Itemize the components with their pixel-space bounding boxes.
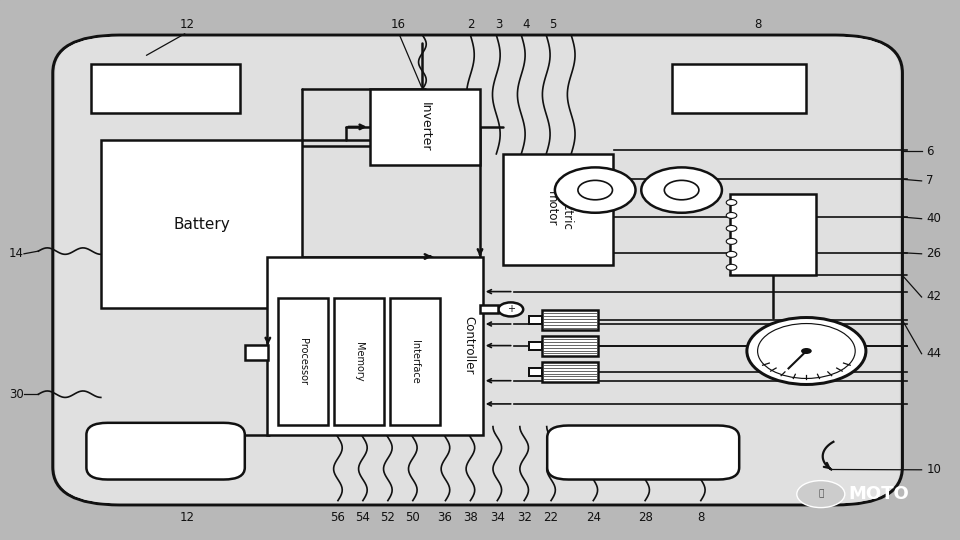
Text: 50: 50: [405, 511, 420, 524]
Text: Interface: Interface: [410, 340, 420, 383]
Text: Electric
motor: Electric motor: [544, 187, 573, 231]
Text: 14: 14: [9, 247, 24, 260]
FancyBboxPatch shape: [672, 64, 806, 113]
Text: 2: 2: [467, 18, 474, 31]
FancyBboxPatch shape: [101, 140, 302, 308]
Text: Inverter: Inverter: [419, 102, 431, 152]
Text: Battery: Battery: [173, 217, 230, 232]
Text: 44: 44: [926, 347, 942, 360]
Text: 52: 52: [380, 511, 396, 524]
Text: 16: 16: [391, 18, 406, 31]
Text: 26: 26: [926, 247, 942, 260]
Circle shape: [498, 302, 523, 316]
Circle shape: [726, 199, 737, 206]
FancyBboxPatch shape: [245, 345, 268, 360]
Circle shape: [726, 264, 737, 271]
Text: 30: 30: [10, 388, 24, 401]
Circle shape: [797, 481, 845, 508]
FancyBboxPatch shape: [542, 362, 598, 382]
Circle shape: [641, 167, 722, 213]
Text: MOTO: MOTO: [848, 485, 909, 503]
FancyBboxPatch shape: [529, 342, 542, 350]
FancyBboxPatch shape: [91, 64, 240, 113]
Circle shape: [801, 348, 812, 354]
Text: 56: 56: [330, 511, 346, 524]
Text: 8: 8: [697, 511, 705, 524]
Text: Memory: Memory: [354, 342, 364, 381]
Text: 42: 42: [926, 291, 942, 303]
FancyBboxPatch shape: [542, 336, 598, 356]
FancyBboxPatch shape: [53, 35, 902, 505]
Text: 3: 3: [495, 18, 503, 31]
FancyBboxPatch shape: [390, 298, 440, 425]
Text: 8: 8: [755, 18, 762, 31]
Text: +: +: [507, 305, 515, 314]
FancyBboxPatch shape: [278, 298, 328, 425]
FancyBboxPatch shape: [56, 37, 900, 503]
Text: 12: 12: [180, 511, 195, 524]
FancyBboxPatch shape: [547, 426, 739, 480]
FancyBboxPatch shape: [370, 89, 480, 165]
FancyBboxPatch shape: [86, 423, 245, 480]
Text: Controller: Controller: [462, 316, 475, 375]
Circle shape: [726, 238, 737, 244]
Text: 10: 10: [926, 463, 941, 476]
Text: 7: 7: [926, 174, 934, 187]
FancyBboxPatch shape: [542, 310, 598, 330]
Circle shape: [726, 212, 737, 219]
Circle shape: [726, 251, 737, 258]
Circle shape: [747, 318, 866, 384]
Text: Processor: Processor: [299, 338, 308, 385]
Text: 24: 24: [586, 511, 601, 524]
Text: 4: 4: [522, 18, 530, 31]
Text: 36: 36: [437, 511, 452, 524]
FancyBboxPatch shape: [480, 305, 498, 313]
Text: 32: 32: [516, 511, 532, 524]
Text: 38: 38: [463, 511, 478, 524]
Text: 微: 微: [818, 490, 824, 498]
Text: 34: 34: [490, 511, 505, 524]
FancyBboxPatch shape: [334, 298, 384, 425]
Text: 54: 54: [355, 511, 371, 524]
Text: 6: 6: [926, 145, 934, 158]
Text: 5: 5: [549, 18, 557, 31]
Text: 40: 40: [926, 212, 941, 225]
FancyBboxPatch shape: [267, 256, 483, 435]
FancyBboxPatch shape: [730, 194, 816, 275]
Circle shape: [726, 226, 737, 232]
FancyBboxPatch shape: [529, 316, 542, 324]
Circle shape: [555, 167, 636, 213]
FancyBboxPatch shape: [503, 154, 613, 265]
Text: 28: 28: [637, 511, 653, 524]
Text: 12: 12: [180, 18, 195, 31]
Text: 22: 22: [543, 511, 559, 524]
FancyBboxPatch shape: [529, 368, 542, 376]
